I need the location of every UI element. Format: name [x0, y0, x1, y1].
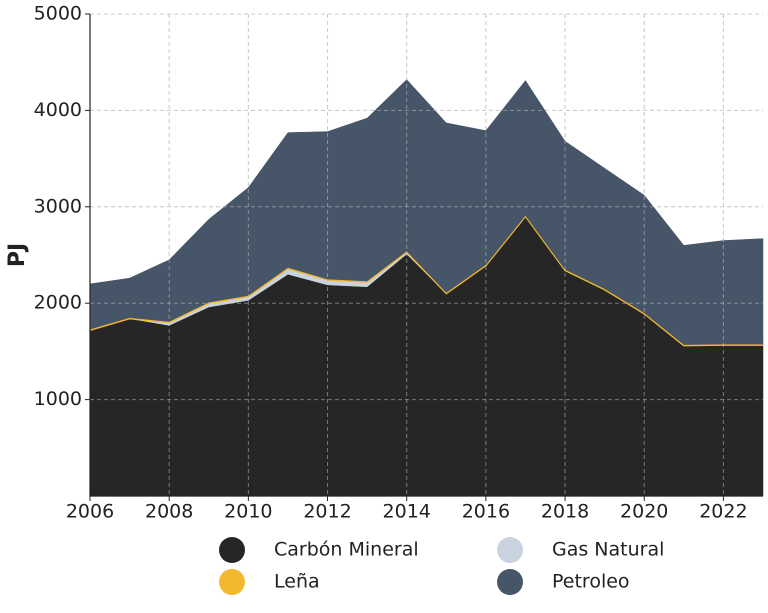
y-tick-label: 4000: [34, 99, 82, 121]
y-axis-label: PJ: [5, 243, 30, 267]
legend-marker: [497, 537, 523, 563]
x-tick-label: 2010: [224, 501, 272, 523]
x-tick-label: 2012: [303, 501, 351, 523]
x-tick-label: 2008: [145, 501, 193, 523]
x-tick-label: 2014: [383, 501, 431, 523]
legend-label: Gas Natural: [552, 539, 664, 561]
x-tick-label: 2018: [541, 501, 589, 523]
legend-label: Carbón Mineral: [274, 539, 419, 561]
area: [89, 79, 764, 345]
legend-label: Petroleo: [552, 571, 630, 593]
x-tick-label: 2006: [66, 501, 114, 523]
legend-marker: [219, 569, 245, 595]
legend-marker: [497, 569, 523, 595]
y-tick-label: 3000: [34, 195, 82, 217]
x-tick-label: 2016: [462, 501, 510, 523]
y-tick-label: 5000: [34, 3, 82, 25]
x-tick-label: 2020: [620, 501, 668, 523]
x-tick-label: 2022: [699, 501, 747, 523]
y-tick-label: 2000: [34, 292, 82, 314]
legend-label: Leña: [274, 571, 320, 593]
y-tick-label: 1000: [34, 388, 82, 410]
legend-marker: [219, 537, 245, 563]
